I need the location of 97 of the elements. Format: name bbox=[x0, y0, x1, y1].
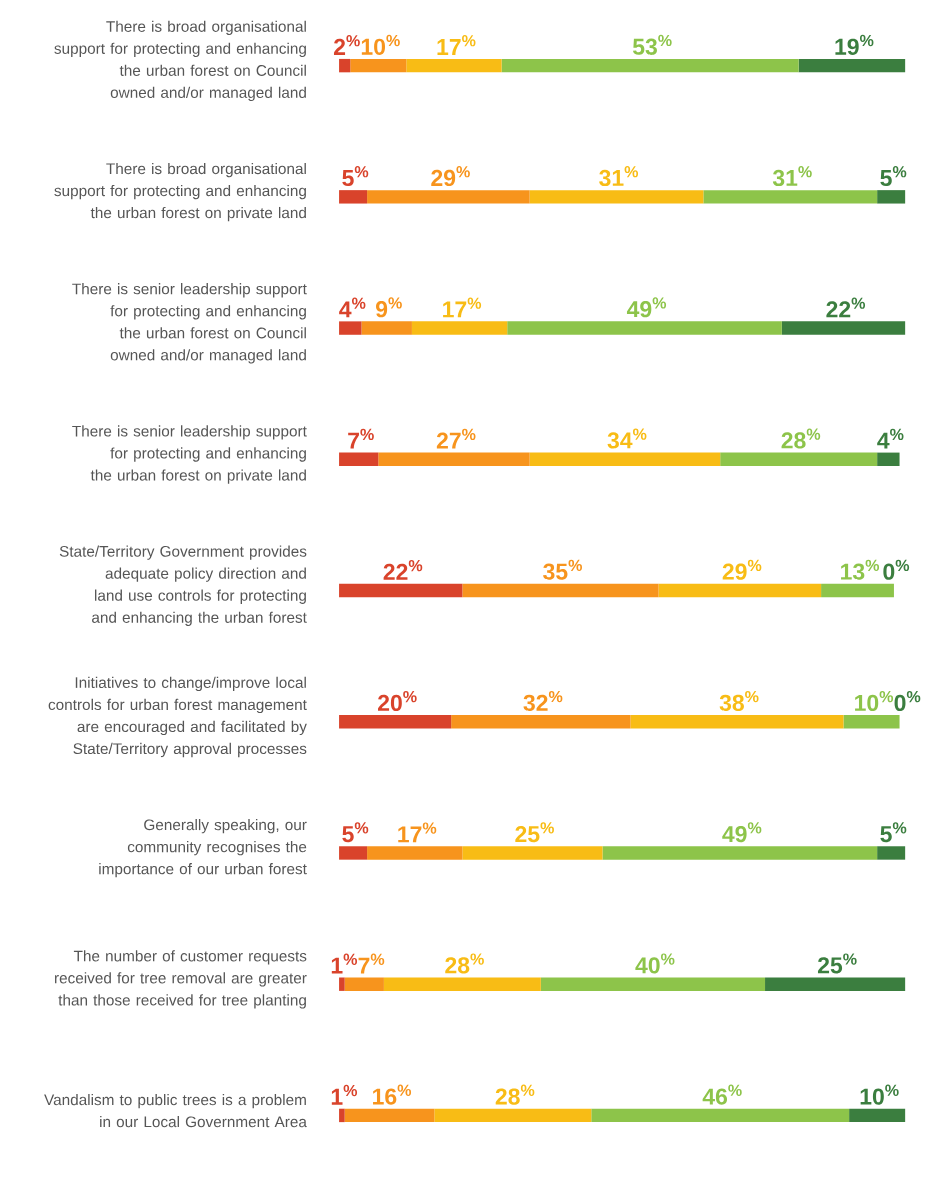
y-tick-label: There is broad organisational support for protecting and enhancing the urban forest on Council owned and/or managed land bbox=[54, 20, 307, 102]
data-label: 7$^{%}$ bbox=[358, 953, 385, 974]
bar bbox=[434, 1108, 592, 1123]
data-label: 17$^{%}$ bbox=[443, 297, 482, 318]
y-tick-label: There is broad organisational support for protecting and enhancing the urban forest on private land bbox=[54, 162, 307, 222]
data-label: 1$^{%}$ bbox=[331, 953, 358, 974]
bar bbox=[501, 58, 799, 73]
data-label: 7$^{%}$ bbox=[348, 428, 374, 449]
data-label: 2$^{%}$ bbox=[334, 35, 360, 55]
data-label: 49$^{%}$ bbox=[722, 822, 762, 843]
data-label: 31$^{%}$ bbox=[599, 166, 639, 187]
data-label: 4$^{%}$ bbox=[339, 297, 366, 318]
bar bbox=[339, 715, 452, 729]
data-label: 38$^{%}$ bbox=[719, 690, 759, 712]
data-label: 22$^{%}$ bbox=[826, 297, 866, 318]
data-label: 5$^{%}$ bbox=[880, 822, 907, 843]
bar bbox=[350, 58, 407, 73]
bar bbox=[344, 977, 384, 991]
bar bbox=[339, 583, 463, 598]
y-tick-label: The number of customer requests received for tree removal are greater than those received for tree planting bbox=[55, 950, 307, 1009]
bar bbox=[798, 58, 906, 73]
bar bbox=[591, 1108, 850, 1123]
data-label: 29$^{%}$ bbox=[431, 166, 470, 187]
data-label: 28$^{%}$ bbox=[781, 428, 821, 449]
bar bbox=[412, 321, 508, 335]
bar bbox=[462, 583, 659, 598]
data-label: 4$^{%}$ bbox=[877, 428, 904, 449]
data-label: 22$^{%}$ bbox=[383, 559, 423, 580]
data-label: 10$^{%}$ bbox=[855, 690, 894, 712]
data-label: 46$^{%}$ bbox=[702, 1084, 742, 1105]
data-label: 28$^{%}$ bbox=[495, 1084, 535, 1105]
bar bbox=[339, 1108, 345, 1123]
bar bbox=[658, 583, 822, 598]
bar bbox=[507, 321, 782, 335]
bar bbox=[703, 190, 878, 204]
y-tick-label: There is senior leadership support for protecting and enhancing the urban forest on private land bbox=[72, 425, 307, 484]
bar bbox=[361, 321, 413, 335]
bar bbox=[462, 846, 603, 860]
data-label: 5$^{%}$ bbox=[880, 166, 907, 187]
bar bbox=[529, 190, 704, 204]
bar bbox=[602, 846, 878, 860]
data-label: 16$^{%}$ bbox=[373, 1084, 412, 1105]
data-label: 10$^{%}$ bbox=[361, 34, 400, 55]
bar bbox=[367, 190, 530, 204]
data-label: 32$^{%}$ bbox=[523, 690, 563, 712]
bar bbox=[344, 1108, 435, 1123]
data-label: 0$^{%}$ bbox=[883, 559, 910, 580]
bar bbox=[367, 846, 463, 860]
bar bbox=[378, 452, 530, 466]
bar bbox=[339, 452, 379, 466]
bar bbox=[630, 715, 844, 729]
bar bbox=[339, 977, 345, 991]
data-label: 28$^{%}$ bbox=[445, 953, 485, 974]
data-label: 13$^{%}$ bbox=[841, 559, 880, 580]
bar bbox=[540, 977, 766, 991]
bar bbox=[877, 846, 906, 860]
data-label: 29$^{%}$ bbox=[722, 559, 762, 580]
bar bbox=[406, 58, 502, 73]
bar bbox=[843, 715, 900, 729]
bar bbox=[339, 58, 351, 73]
bar bbox=[781, 321, 906, 335]
y-tick-label: There is senior leadership support for protecting and enhancing the urban forest on Council owned and/or managed land bbox=[72, 283, 307, 364]
data-label: 31$^{%}$ bbox=[772, 166, 812, 187]
data-label: 5$^{%}$ bbox=[342, 166, 369, 187]
bar bbox=[451, 715, 631, 729]
data-label: 49$^{%}$ bbox=[627, 297, 667, 318]
data-label: 27$^{%}$ bbox=[436, 428, 476, 449]
data-label: 34$^{%}$ bbox=[607, 428, 647, 449]
bar bbox=[877, 452, 900, 466]
data-label: 9$^{%}$ bbox=[376, 297, 402, 318]
bar bbox=[720, 452, 878, 466]
data-label: 20$^{%}$ bbox=[378, 690, 417, 712]
y-tick-label: Vandalism to public trees is a problem in our Local Government Area bbox=[44, 1093, 307, 1128]
y-tick-label: State/Territory Government provides adequate policy direction and land use controls for protecting and enhancing the urban forest bbox=[59, 545, 307, 626]
data-label: 17$^{%}$ bbox=[437, 35, 476, 55]
bar bbox=[529, 452, 721, 466]
data-label: 17$^{%}$ bbox=[398, 822, 437, 843]
data-label: 19$^{%}$ bbox=[835, 34, 874, 55]
bar bbox=[877, 190, 906, 204]
data-label: 40$^{%}$ bbox=[635, 953, 675, 974]
bar bbox=[849, 1108, 906, 1123]
y-tick-label: Generally speaking, our community recognises the importance of our urban forest bbox=[99, 819, 307, 878]
data-label: 25$^{%}$ bbox=[818, 953, 857, 974]
data-label: 10$^{%}$ bbox=[860, 1084, 899, 1105]
data-label: 0$^{%}$ bbox=[894, 690, 921, 712]
data-label: 53$^{%}$ bbox=[633, 34, 672, 55]
data-label: 25$^{%}$ bbox=[515, 822, 555, 843]
bar bbox=[339, 321, 362, 335]
bar bbox=[339, 846, 368, 860]
data-label: 35$^{%}$ bbox=[543, 559, 583, 580]
data-label: 1$^{%}$ bbox=[331, 1084, 358, 1105]
bar bbox=[765, 977, 906, 991]
bar bbox=[384, 977, 541, 991]
y-tick-label: Initiatives to change/improve local controls for urban forest management are encouraged and facilitated by State/Territory approval processes bbox=[48, 676, 307, 758]
bar bbox=[821, 583, 895, 598]
data-label: 5$^{%}$ bbox=[342, 822, 369, 843]
bar bbox=[339, 190, 368, 204]
